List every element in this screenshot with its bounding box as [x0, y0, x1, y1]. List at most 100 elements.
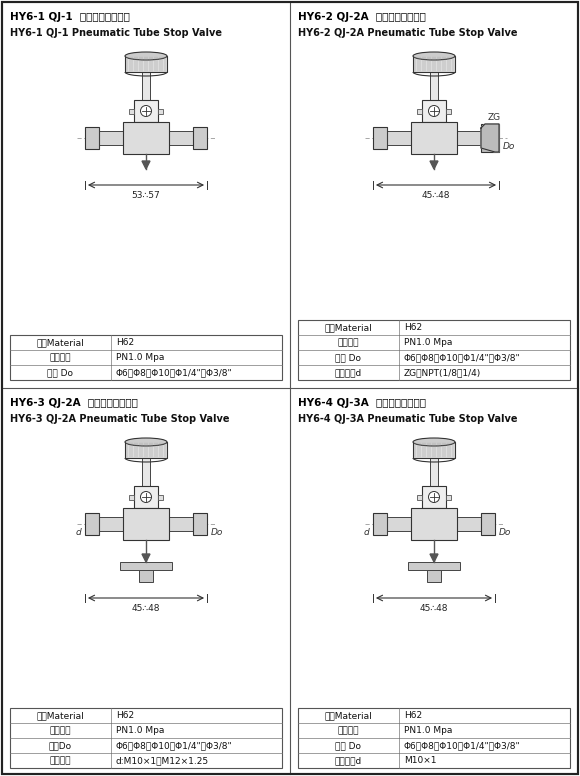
Text: Φ6、Φ8、Φ10、Φ1/4"〜Φ3/8": Φ6、Φ8、Φ10、Φ1/4"〜Φ3/8": [404, 353, 520, 362]
Circle shape: [140, 491, 151, 503]
Text: 53∴57: 53∴57: [132, 191, 161, 200]
Text: HY6-4 QJ-3A  型气动管路截止阀: HY6-4 QJ-3A 型气动管路截止阀: [298, 398, 426, 408]
Text: HY6-1 QJ-1  型气动管路截止阀: HY6-1 QJ-1 型气动管路截止阀: [10, 12, 130, 22]
Bar: [120, 562, 172, 570]
Text: Φ6、Φ8、Φ10、Φ1/4"〜Φ3/8": Φ6、Φ8、Φ10、Φ1/4"〜Φ3/8": [404, 741, 520, 750]
Text: 配管Do: 配管Do: [49, 741, 72, 750]
Text: 接端联纹d: 接端联纹d: [335, 756, 362, 765]
Bar: [422, 100, 446, 122]
Text: 配管 Do: 配管 Do: [335, 741, 361, 750]
Bar: [446, 494, 451, 500]
Text: PN1.0 Mpa: PN1.0 Mpa: [115, 353, 164, 362]
Polygon shape: [430, 554, 438, 562]
Bar: [298, 320, 570, 380]
Bar: [142, 72, 150, 100]
Ellipse shape: [413, 52, 455, 60]
Ellipse shape: [413, 438, 455, 446]
Bar: [85, 127, 99, 149]
Text: ZG、NPT(1/8〜1/4): ZG、NPT(1/8〜1/4): [404, 368, 481, 377]
Text: Φ6、Φ8、Φ10、Φ1/4"〜Φ3/8": Φ6、Φ8、Φ10、Φ1/4"〜Φ3/8": [115, 368, 232, 377]
Bar: [10, 335, 282, 380]
Bar: [387, 131, 411, 145]
Bar: [125, 56, 167, 72]
Bar: [125, 442, 167, 458]
Text: HY6-3 QJ-2A Pneumatic Tube Stop Valve: HY6-3 QJ-2A Pneumatic Tube Stop Valve: [10, 414, 230, 424]
Text: 材料Material: 材料Material: [37, 711, 84, 720]
Bar: [481, 124, 499, 152]
Bar: [417, 109, 422, 113]
Text: 公称压力: 公称压力: [338, 338, 359, 347]
Text: 公称压力: 公称压力: [338, 726, 359, 735]
Text: H62: H62: [115, 338, 134, 347]
Bar: [123, 508, 169, 540]
Bar: [413, 442, 455, 458]
Text: Do: Do: [499, 528, 512, 537]
Text: d: d: [363, 528, 369, 537]
Bar: [10, 708, 282, 768]
Bar: [134, 100, 158, 122]
Polygon shape: [430, 161, 438, 169]
Bar: [427, 570, 441, 582]
Polygon shape: [142, 161, 150, 169]
Bar: [193, 513, 207, 535]
Text: Φ6、Φ8、Φ10、Φ1/4"〜Φ3/8": Φ6、Φ8、Φ10、Φ1/4"〜Φ3/8": [115, 741, 232, 750]
Bar: [373, 127, 387, 149]
Text: H62: H62: [115, 711, 134, 720]
Text: 45∴48: 45∴48: [422, 191, 450, 200]
Ellipse shape: [125, 52, 167, 60]
Text: 终端联纹: 终端联纹: [49, 756, 71, 765]
Text: 45∴48: 45∴48: [132, 604, 160, 613]
Bar: [129, 494, 134, 500]
Circle shape: [429, 491, 440, 503]
Text: d: d: [75, 528, 81, 537]
Ellipse shape: [125, 438, 167, 446]
Bar: [373, 513, 387, 535]
Text: ZG: ZG: [487, 113, 501, 122]
Text: 材料Material: 材料Material: [324, 711, 372, 720]
Text: M10×1: M10×1: [404, 756, 436, 765]
Bar: [99, 131, 123, 145]
Bar: [411, 508, 457, 540]
Text: Do: Do: [211, 528, 223, 537]
Bar: [169, 131, 193, 145]
Text: HY6-2 QJ-2A Pneumatic Tube Stop Valve: HY6-2 QJ-2A Pneumatic Tube Stop Valve: [298, 28, 517, 38]
Text: PN1.0 Mpa: PN1.0 Mpa: [404, 726, 452, 735]
Bar: [158, 494, 163, 500]
Bar: [298, 708, 570, 768]
Polygon shape: [142, 554, 150, 562]
Bar: [457, 517, 481, 531]
Bar: [158, 109, 163, 113]
Bar: [417, 494, 422, 500]
Text: 材料Material: 材料Material: [324, 323, 372, 332]
Text: H62: H62: [404, 711, 422, 720]
Bar: [413, 56, 455, 72]
Circle shape: [429, 106, 440, 116]
Text: H62: H62: [404, 323, 422, 332]
Text: HY6-3 QJ-2A  型气动管路截止阀: HY6-3 QJ-2A 型气动管路截止阀: [10, 398, 138, 408]
Text: 公称压力: 公称压力: [49, 353, 71, 362]
Text: 配管 Do: 配管 Do: [335, 353, 361, 362]
Circle shape: [140, 106, 151, 116]
Text: 材料Material: 材料Material: [37, 338, 84, 347]
Text: HY6-1 QJ-1 Pneumatic Tube Stop Valve: HY6-1 QJ-1 Pneumatic Tube Stop Valve: [10, 28, 222, 38]
Bar: [446, 109, 451, 113]
Bar: [134, 486, 158, 508]
Text: 配管 Do: 配管 Do: [48, 368, 73, 377]
Text: 公称压力: 公称压力: [49, 726, 71, 735]
Text: 45∴48: 45∴48: [420, 604, 448, 613]
Bar: [457, 131, 481, 145]
Bar: [387, 517, 411, 531]
Bar: [411, 122, 457, 154]
Bar: [408, 562, 460, 570]
Text: PN1.0 Mpa: PN1.0 Mpa: [404, 338, 452, 347]
Polygon shape: [481, 124, 499, 152]
Text: 终端联纹d: 终端联纹d: [335, 368, 362, 377]
Bar: [129, 109, 134, 113]
Bar: [99, 517, 123, 531]
Bar: [430, 458, 438, 486]
Text: HY6-4 QJ-3A Pneumatic Tube Stop Valve: HY6-4 QJ-3A Pneumatic Tube Stop Valve: [298, 414, 517, 424]
Bar: [123, 122, 169, 154]
Bar: [481, 513, 495, 535]
Bar: [85, 513, 99, 535]
Text: HY6-2 QJ-2A  型气动管路截止阀: HY6-2 QJ-2A 型气动管路截止阀: [298, 12, 426, 22]
